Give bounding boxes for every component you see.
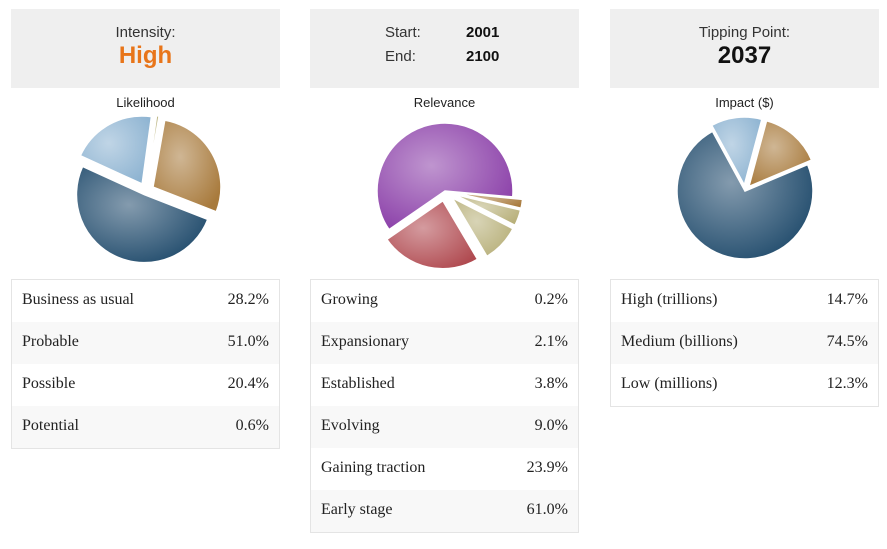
row-percentage: 12.3% [826, 375, 868, 392]
impact-chart-title: Impact ($) [715, 95, 774, 110]
row-category: Medium (billions) [621, 333, 738, 350]
intensity-value: High [118, 42, 173, 69]
row-category: Evolving [321, 417, 380, 434]
row-category: Early stage [321, 501, 393, 518]
table-row: Probable 51.0% [12, 322, 279, 364]
table-row: Business as usual 28.2% [12, 280, 279, 322]
likelihood-pie-chart [75, 114, 222, 264]
impact-panel: Tipping Point: 2037 Impact ($) [610, 9, 879, 271]
row-category: Possible [22, 375, 76, 392]
impact-table: High (trillions) 14.7% Medium (billions) 74… [610, 279, 879, 407]
row-percentage: 2.1% [534, 333, 568, 350]
row-percentage: 74.5% [826, 333, 868, 350]
row-percentage: 20.4% [227, 375, 269, 392]
row-percentage: 9.0% [534, 417, 568, 434]
relevance-panel: Start: 2001 End: 2100 Relevance [310, 9, 579, 271]
table-row: Expansionary 2.1% [311, 322, 578, 364]
table-row: High (trillions) 14.7% [611, 280, 878, 322]
likelihood-chart-title: Likelihood [116, 95, 175, 110]
relevance-chart-title: Relevance [413, 95, 476, 110]
row-percentage: 3.8% [534, 375, 568, 392]
row-category: High (trillions) [621, 291, 718, 308]
table-row: Low (millions) 12.3% [611, 364, 878, 406]
row-percentage: 23.9% [526, 459, 568, 476]
tipping-header: Tipping Point: 2037 [610, 9, 879, 88]
row-category: Established [321, 375, 395, 392]
pie-slice[interactable] [375, 122, 514, 231]
table-row: Established 3.8% [311, 364, 578, 406]
row-percentage: 0.2% [534, 291, 568, 308]
start-label: Start: [385, 24, 421, 41]
row-percentage: 51.0% [227, 333, 269, 350]
pie-slice[interactable] [710, 116, 763, 188]
row-category: Expansionary [321, 333, 409, 350]
end-label: End: [385, 48, 416, 65]
row-category: Gaining traction [321, 459, 426, 476]
table-row: Early stage 61.0% [311, 490, 578, 532]
intensity-label: Intensity: [115, 24, 176, 41]
range-header: Start: 2001 End: 2100 [310, 9, 579, 88]
start-value: 2001 [466, 24, 500, 41]
table-row: Possible 20.4% [12, 364, 279, 406]
row-percentage: 61.0% [526, 501, 568, 518]
table-row: Medium (billions) 74.5% [611, 322, 878, 364]
table-row: Evolving 9.0% [311, 406, 578, 448]
table-row: Gaining traction 23.9% [311, 448, 578, 490]
intensity-header: Intensity: High [11, 9, 280, 88]
likelihood-panel: Intensity: High Likelihood [11, 9, 280, 271]
relevance-table: Growing 0.2% Expansionary 2.1% Established 3.… [310, 279, 579, 533]
tipping-value: 2037 [717, 42, 772, 69]
row-category: Potential [22, 417, 79, 434]
pie-slice[interactable] [78, 115, 152, 186]
row-percentage: 28.2% [227, 291, 269, 308]
row-category: Probable [22, 333, 79, 350]
end-value: 2100 [466, 48, 500, 65]
pie-slice[interactable] [454, 191, 523, 210]
pie-slice[interactable] [675, 130, 814, 260]
table-row: Potential 0.6% [12, 406, 279, 448]
row-category: Low (millions) [621, 375, 718, 392]
table-row: Growing 0.2% [311, 280, 578, 322]
row-percentage: 14.7% [826, 291, 868, 308]
pie-slice[interactable] [385, 199, 479, 270]
pie-slice[interactable] [145, 114, 160, 184]
pie-slice[interactable] [75, 165, 209, 264]
pie-slice[interactable] [453, 193, 521, 227]
impact-pie-chart [675, 116, 814, 260]
tipping-label: Tipping Point: [698, 24, 791, 41]
row-category: Growing [321, 291, 378, 308]
pie-slice[interactable] [449, 196, 514, 258]
row-percentage: 0.6% [235, 417, 269, 434]
row-category: Business as usual [22, 291, 134, 308]
likelihood-table: Business as usual 28.2% Probable 51.0% Possi… [11, 279, 280, 449]
pie-slice[interactable] [151, 119, 222, 213]
pie-slice[interactable] [747, 119, 813, 188]
relevance-pie-chart [375, 122, 524, 270]
